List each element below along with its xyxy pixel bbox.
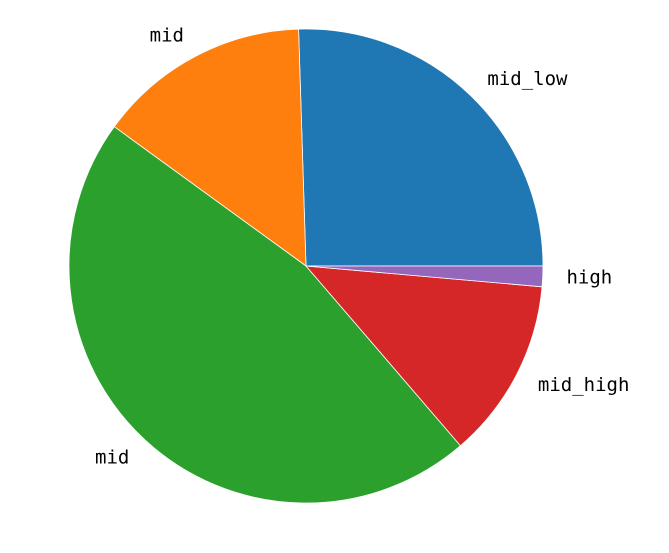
slice-label: high: [566, 266, 612, 288]
pie-slices: [68, 28, 544, 504]
slice-label: mid_low: [487, 68, 568, 90]
pie-slice-high: [305, 265, 544, 288]
pie-slice-mid-high: [305, 265, 543, 447]
slice-label: mid_high: [538, 374, 630, 396]
slice-label: mid: [95, 447, 129, 469]
pie-slice-mid-low: [298, 28, 544, 267]
pie-slice-mid: [113, 28, 307, 267]
slice-label: mid: [150, 25, 184, 47]
pie-slice-mid: [68, 126, 461, 504]
